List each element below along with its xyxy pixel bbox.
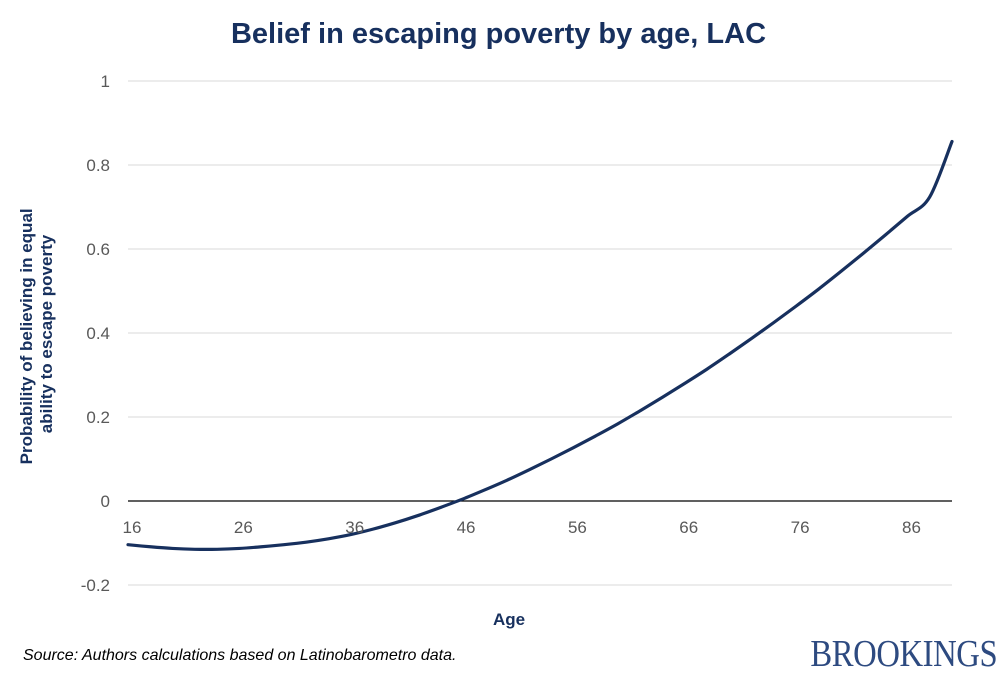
y-axis-title: Probability of believing in equal abilit… xyxy=(17,204,56,465)
data-point xyxy=(817,288,820,291)
data-point xyxy=(282,543,285,546)
data-point xyxy=(616,422,619,425)
data-point xyxy=(772,321,775,324)
x-tick-label: 26 xyxy=(234,518,253,537)
data-point xyxy=(238,547,241,550)
data-point xyxy=(861,252,864,255)
source-note: Source: Authors calculations based on La… xyxy=(23,647,457,664)
y-tick-label: -0.2 xyxy=(81,576,110,595)
data-point xyxy=(260,545,263,548)
series-layer xyxy=(126,139,954,552)
data-point xyxy=(661,396,664,399)
x-tick-label: 46 xyxy=(457,518,476,537)
x-tick-label: 36 xyxy=(345,518,364,537)
data-point xyxy=(884,234,887,237)
data-point xyxy=(550,458,553,461)
data-point xyxy=(527,468,530,471)
x-axis-title: Age xyxy=(493,610,525,629)
y-tick-label: 0 xyxy=(101,492,110,511)
y-tick-labels: -0.2 0 0.2 0.4 0.6 0.8 1 xyxy=(81,72,110,595)
y-tick-label: 0.4 xyxy=(86,324,110,343)
y-tick-label: 0.6 xyxy=(86,240,110,259)
data-point xyxy=(416,514,419,517)
data-point xyxy=(639,409,642,412)
x-tick-label: 16 xyxy=(123,518,142,537)
y-axis-title-line-2: ability to escape poverty xyxy=(37,234,56,433)
brookings-logo: BROOKINGS xyxy=(810,633,997,675)
data-point xyxy=(438,506,441,509)
data-point xyxy=(505,479,508,482)
series-line xyxy=(126,139,954,552)
data-point xyxy=(327,537,330,540)
y-tick-label: 0.2 xyxy=(86,408,110,427)
data-point xyxy=(795,305,798,308)
data-point xyxy=(193,548,196,551)
data-point xyxy=(171,547,174,550)
data-point xyxy=(149,545,152,548)
data-point xyxy=(371,528,374,531)
x-tick-label: 86 xyxy=(902,518,921,537)
data-point xyxy=(728,353,731,356)
data-point xyxy=(461,498,464,501)
y-axis-title-line-1: Probability of believing in equal xyxy=(17,208,36,464)
data-point xyxy=(394,521,397,524)
data-point xyxy=(906,215,909,218)
data-point xyxy=(928,195,931,198)
data-point xyxy=(594,434,597,437)
y-tick-label: 1 xyxy=(101,72,110,91)
x-tick-label: 56 xyxy=(568,518,587,537)
gridlines xyxy=(128,80,952,586)
data-point xyxy=(750,337,753,340)
y-tick-label: 0.8 xyxy=(86,156,110,175)
x-tick-labels: 16 26 36 46 56 66 76 86 xyxy=(123,518,921,537)
data-point xyxy=(305,541,308,544)
chart-title: Belief in escaping poverty by age, LAC xyxy=(230,18,767,50)
data-point xyxy=(216,548,219,551)
data-point xyxy=(483,489,486,492)
data-point xyxy=(951,140,954,143)
x-tick-label: 66 xyxy=(679,518,698,537)
x-tick-label: 76 xyxy=(791,518,810,537)
data-point xyxy=(127,543,130,546)
data-point xyxy=(706,368,709,371)
data-point xyxy=(839,270,842,273)
data-point xyxy=(572,446,575,449)
data-point xyxy=(683,382,686,385)
